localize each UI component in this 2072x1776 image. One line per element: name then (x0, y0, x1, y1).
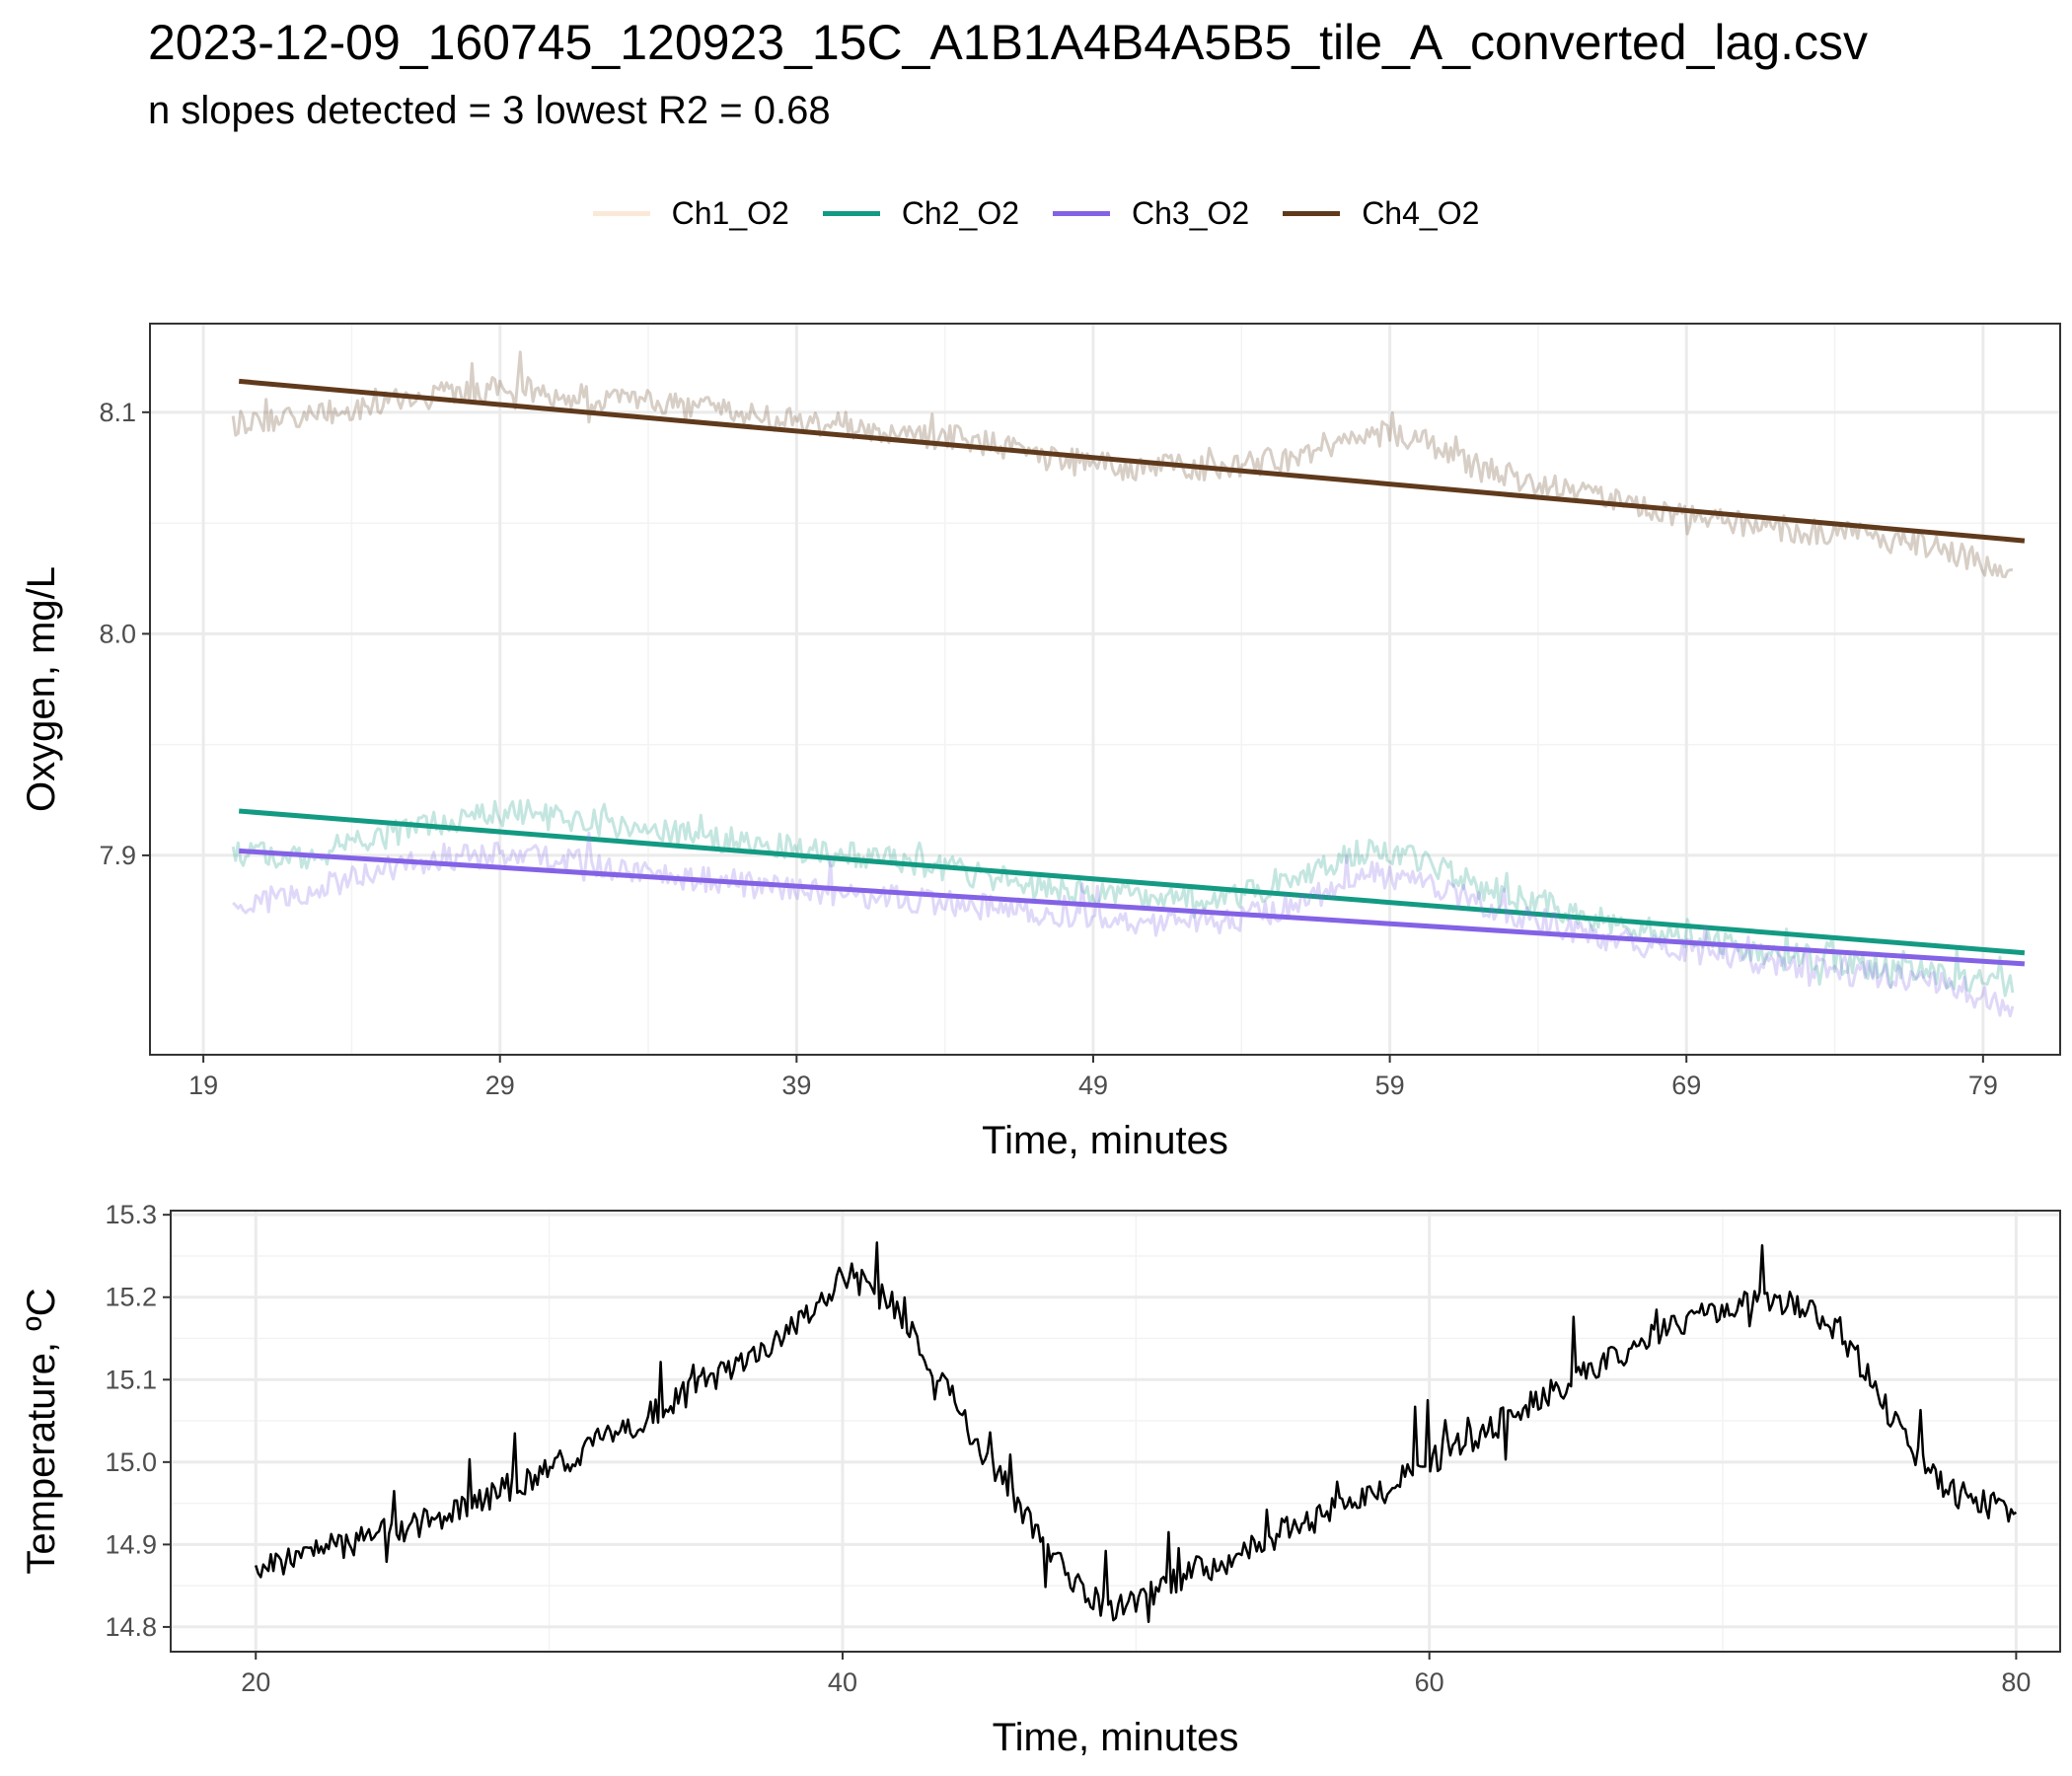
series-ch2-o2-fit-line (239, 808, 2026, 956)
y-axis-title: Temperature, ºC (20, 1288, 63, 1574)
y-tick-label: 7.9 (99, 841, 136, 870)
legend: Ch1_O2 Ch2_O2 Ch3_O2 Ch4_O2 (0, 195, 2072, 232)
x-tick-label: 80 (2001, 1667, 2031, 1697)
panel-border (170, 1210, 2061, 1653)
chart-title: 2023-12-09_160745_120923_15C_A1B1A4B4A5B… (148, 15, 1869, 70)
legend-label-ch1: Ch1_O2 (671, 195, 789, 231)
legend-key-ch1 (592, 211, 650, 216)
legend-item-ch4: Ch4_O2 (1283, 195, 1479, 232)
x-tick-label: 59 (1375, 1071, 1405, 1100)
legend-key-ch2 (822, 211, 880, 216)
x-tick-label: 39 (781, 1071, 811, 1100)
y-tick-label: 14.8 (105, 1612, 157, 1642)
legend-label-ch2: Ch2_O2 (901, 195, 1019, 231)
x-tick-label: 19 (188, 1071, 218, 1100)
series-ch4-o2-fit-line (238, 378, 2026, 544)
x-tick-label: 49 (1078, 1071, 1108, 1100)
y-tick-label: 15.3 (105, 1200, 157, 1229)
x-tick-label: 79 (1968, 1071, 1998, 1100)
y-tick-label: 8.1 (99, 398, 136, 427)
x-tick-label: 29 (485, 1071, 515, 1100)
x-tick-label: 20 (241, 1667, 270, 1697)
legend-item-ch3: Ch3_O2 (1053, 195, 1249, 232)
series-ch2-o2-raw-line (231, 798, 2015, 998)
legend-key-ch3 (1053, 211, 1110, 216)
x-axis-title: Time, minutes (993, 1716, 1239, 1759)
series-ch3-o2-fit-line (239, 848, 2026, 967)
legend-item-ch2: Ch2_O2 (822, 195, 1019, 232)
x-tick-label: 60 (1415, 1667, 1444, 1697)
legend-key-ch4 (1283, 211, 1341, 216)
y-tick-label: 8.0 (99, 619, 136, 648)
chart-subtitle: n slopes detected = 3 lowest R2 = 0.68 (148, 89, 831, 132)
y-tick-label: 15.1 (105, 1365, 157, 1394)
legend-label-ch4: Ch4_O2 (1362, 195, 1480, 231)
y-axis-title: Oxygen, mg/L (20, 566, 63, 812)
series-ch3-o2-raw-line (232, 831, 2015, 1018)
y-tick-label: 15.0 (105, 1447, 157, 1477)
x-tick-label: 69 (1671, 1071, 1701, 1100)
panel-2: 20 40 60 80 14.8 14.9 15.0 15.1 15.2 15.3 Time, mi… (20, 1200, 2061, 1759)
x-axis-title: Time, minutes (982, 1119, 1228, 1162)
panel-border (149, 323, 2061, 1056)
panel-1: 19 29 39 49 59 69 79 7.9 8.0 8.1 Time, minutes Oxyg… (20, 323, 2061, 1162)
x-tick-label: 40 (828, 1667, 857, 1697)
legend-item-ch1: Ch1_O2 (592, 195, 789, 232)
series-temperature-line (255, 1241, 2018, 1623)
legend-label-ch3: Ch3_O2 (1132, 195, 1250, 231)
y-tick-label: 14.9 (105, 1529, 157, 1559)
y-tick-label: 15.2 (105, 1283, 157, 1312)
